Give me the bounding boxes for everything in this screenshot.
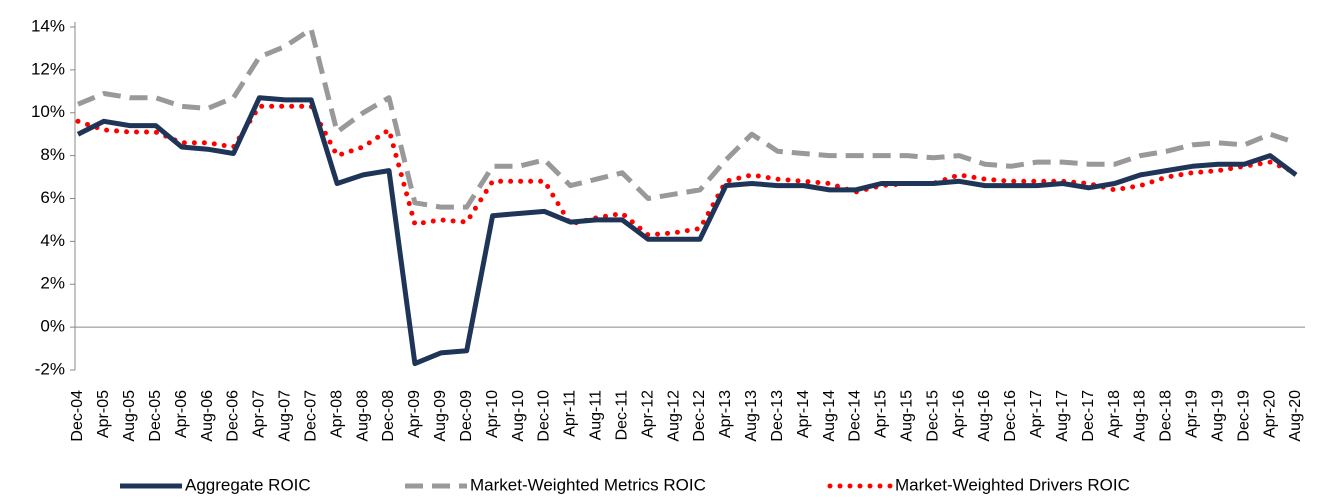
x-tick-label: Aug-05 bbox=[121, 390, 138, 442]
legend-label: Market-Weighted Metrics ROIC bbox=[470, 475, 706, 494]
x-tick-label: Apr-14 bbox=[795, 390, 812, 438]
x-tick-label: Apr-05 bbox=[95, 390, 112, 438]
y-tick-label: -2% bbox=[35, 359, 65, 378]
x-tick-label: Apr-09 bbox=[406, 390, 423, 438]
x-tick-label: Dec-19 bbox=[1235, 390, 1252, 442]
x-tick-label: Aug-06 bbox=[199, 390, 216, 442]
y-tick-label: 2% bbox=[40, 274, 65, 293]
x-tick-label: Dec-18 bbox=[1158, 390, 1175, 442]
x-tick-label: Aug-08 bbox=[354, 390, 371, 442]
y-tick-label: 12% bbox=[31, 59, 65, 78]
x-tick-label: Aug-13 bbox=[743, 390, 760, 442]
x-tick-label: Dec-15 bbox=[924, 390, 941, 442]
x-tick-label: Aug-09 bbox=[432, 390, 449, 442]
y-tick-label: 0% bbox=[40, 317, 65, 336]
x-tick-label: Dec-04 bbox=[69, 390, 86, 442]
x-tick-label: Apr-12 bbox=[639, 390, 656, 438]
x-tick-label: Aug-18 bbox=[1132, 390, 1149, 442]
x-tick-label: Apr-10 bbox=[484, 390, 501, 438]
x-tick-label: Aug-20 bbox=[1287, 390, 1304, 442]
x-tick-label: Dec-12 bbox=[691, 390, 708, 442]
x-tick-label: Apr-13 bbox=[717, 390, 734, 438]
x-tick-label: Apr-06 bbox=[173, 390, 190, 438]
x-tick-label: Dec-13 bbox=[769, 390, 786, 442]
x-tick-label: Apr-11 bbox=[562, 390, 579, 437]
y-tick-label: 14% bbox=[31, 16, 65, 35]
x-tick-label: Aug-12 bbox=[665, 390, 682, 442]
y-tick-label: 8% bbox=[40, 145, 65, 164]
x-tick-label: Apr-18 bbox=[1106, 390, 1123, 438]
x-tick-label: Apr-17 bbox=[1028, 390, 1045, 438]
x-tick-label: Dec-10 bbox=[536, 390, 553, 442]
x-tick-label: Dec-14 bbox=[847, 390, 864, 442]
y-tick-label: 10% bbox=[31, 102, 65, 121]
x-tick-label: Aug-16 bbox=[976, 390, 993, 442]
x-tick-label: Dec-16 bbox=[1002, 390, 1019, 442]
x-tick-label: Aug-15 bbox=[898, 390, 915, 442]
x-tick-label: Aug-14 bbox=[821, 390, 838, 442]
series-line bbox=[75, 103, 1299, 238]
legend-label: Market-Weighted Drivers ROIC bbox=[895, 475, 1130, 494]
x-tick-label: Aug-17 bbox=[1054, 390, 1071, 442]
y-tick-label: 4% bbox=[40, 231, 65, 250]
x-tick-label: Apr-19 bbox=[1184, 390, 1201, 438]
x-tick-label: Dec-17 bbox=[1080, 390, 1097, 442]
x-tick-label: Dec-11 bbox=[613, 390, 630, 440]
x-tick-label: Dec-09 bbox=[458, 390, 475, 442]
x-tick-label: Dec-05 bbox=[147, 390, 164, 442]
series-line bbox=[76, 95, 1298, 367]
x-tick-label: Dec-08 bbox=[380, 390, 397, 442]
x-tick-label: Aug-11 bbox=[588, 390, 605, 441]
x-tick-label: Dec-06 bbox=[225, 390, 242, 442]
legend-label: Aggregate ROIC bbox=[185, 475, 311, 494]
x-tick-label: Apr-15 bbox=[873, 390, 890, 438]
x-tick-label: Aug-10 bbox=[510, 390, 527, 442]
x-tick-label: Dec-07 bbox=[302, 390, 319, 442]
x-tick-label: Apr-20 bbox=[1261, 390, 1278, 438]
y-tick-label: 6% bbox=[40, 188, 65, 207]
x-tick-label: Aug-07 bbox=[277, 390, 294, 442]
x-tick-label: Apr-08 bbox=[328, 390, 345, 438]
x-tick-label: Aug-19 bbox=[1209, 390, 1226, 442]
series-line bbox=[77, 26, 1297, 210]
x-tick-label: Apr-07 bbox=[251, 390, 268, 438]
x-tick-label: Apr-16 bbox=[950, 390, 967, 438]
